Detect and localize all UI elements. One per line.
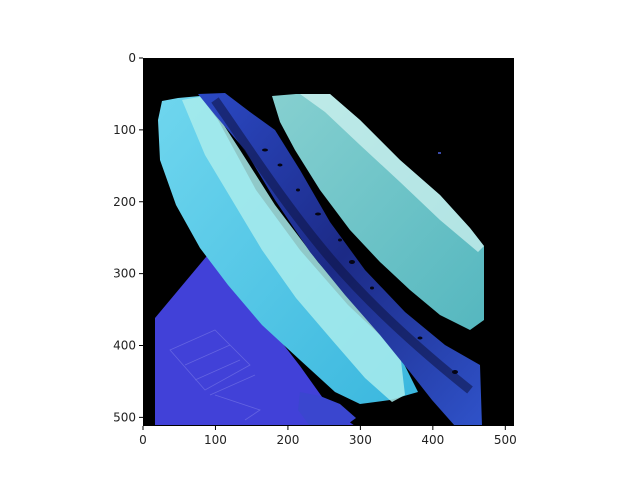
y-tick-label: 400 — [113, 339, 136, 353]
x-tick-label: 400 — [421, 433, 444, 447]
tissue-gaps — [262, 148, 458, 374]
pale-band — [182, 96, 405, 402]
x-axis: 0 100 200 300 400 500 — [139, 426, 517, 447]
violet-texture — [169, 329, 261, 421]
y-tick-label: 300 — [113, 267, 136, 281]
x-tick-label: 200 — [276, 433, 299, 447]
lower-lobe — [298, 392, 356, 426]
violet-region — [155, 251, 355, 426]
y-tick-label: 200 — [113, 195, 136, 209]
teal-band-edge — [300, 94, 484, 252]
x-tick-label: 100 — [204, 433, 227, 447]
axes-frame — [143, 58, 514, 426]
x-tick-label: 300 — [349, 433, 372, 447]
y-tick-label: 0 — [128, 51, 136, 65]
dark-streak — [211, 97, 473, 394]
y-tick-label: 500 — [113, 410, 136, 424]
y-axis: 0 100 200 300 400 500 — [113, 51, 143, 424]
teal-band — [272, 94, 484, 330]
y-tick-label: 100 — [113, 123, 136, 137]
x-tick-label: 0 — [139, 433, 147, 447]
image-area — [143, 58, 514, 426]
x-tick-label: 500 — [494, 433, 517, 447]
speck — [438, 152, 441, 154]
